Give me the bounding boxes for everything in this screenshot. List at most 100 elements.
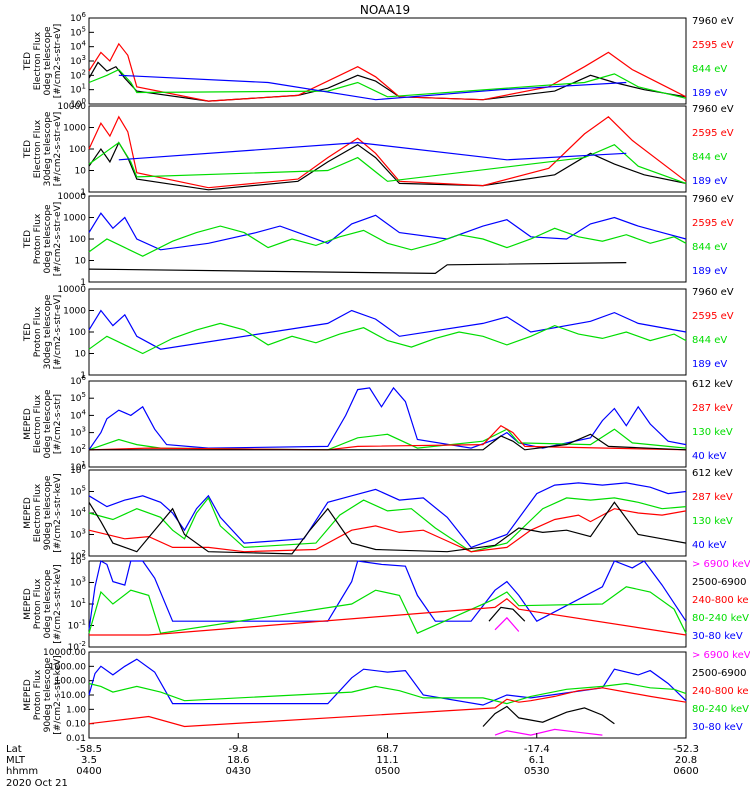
footer-date: 2020 Oct 21 [6, 778, 68, 789]
y-tick-base: 10 [70, 86, 82, 96]
y-tick-label: 10 [75, 167, 87, 177]
panel-3: 1 10 100 1000 10000 TED Proton Flux 0deg telesc… [23, 192, 734, 288]
legend-entry: 2500-6900 [692, 577, 747, 588]
y-axis-label-line: [#/cm2-s-str-keV] [53, 655, 63, 734]
y-tick-label: 100 [69, 145, 86, 155]
series-line [88, 508, 687, 553]
series-line [88, 501, 687, 555]
y-tick-label: 1 [80, 371, 86, 381]
y-tick-label: 10-2 [68, 640, 86, 653]
series-line [88, 496, 687, 553]
legend-entry: 40 keV [692, 451, 726, 462]
y-tick-label: 1 [80, 188, 86, 198]
footer-hhmm: 0500 [375, 766, 400, 777]
y-tick-exponent: 4 [82, 408, 87, 416]
y-axis-label-line: [#/cm2-s-str-eV] [53, 24, 63, 99]
y-tick-label: 103 [70, 576, 86, 589]
y-tick-exponent: 2 [82, 549, 86, 557]
y-tick-label: 104 [70, 506, 86, 519]
footer-hhmm: 0400 [76, 766, 101, 777]
y-axis-label-line: [#/cm2-s-str-eV] [53, 202, 63, 277]
y-tick-label: 10-1 [68, 619, 86, 632]
y-tick-exponent: 5 [82, 554, 86, 562]
y-tick-label: 102 [70, 549, 86, 562]
legend-entry: 189 eV [692, 88, 727, 99]
series-line [88, 225, 687, 257]
y-tick-label: 1000.00 [49, 662, 86, 672]
series-line [88, 586, 687, 634]
y-axis-label-line: 0deg telescope [43, 204, 53, 274]
footer-hhmm: 0430 [226, 766, 251, 777]
y-tick-label: 104 [70, 408, 86, 421]
legend-entry: > 6900 keV [692, 650, 750, 661]
y-tick-label: 0.01 [66, 734, 86, 744]
y-axis-label-line: MEPED [23, 679, 33, 711]
y-axis-label-line: TED [23, 323, 33, 342]
y-tick-exponent: 2 [82, 68, 86, 76]
y-tick-base: 10 [70, 600, 82, 610]
y-tick-base: 10 [70, 552, 82, 562]
y-tick-base: 10 [70, 466, 82, 476]
y-tick-label: 106 [70, 463, 86, 476]
legend-entry: 612 keV [692, 379, 733, 390]
legend-entry: 30-80 keV [692, 722, 743, 733]
y-tick-base: 10000.00 [43, 648, 86, 658]
y-tick-exponent: 4 [82, 40, 87, 48]
series-line [88, 141, 687, 184]
y-tick-base: 10000 [57, 102, 86, 112]
y-tick-base: 10 [70, 509, 82, 519]
y-tick-base: 1 [80, 278, 86, 288]
y-axis-label-line: MEPED [23, 588, 33, 620]
y-tick-base: 10 [70, 28, 82, 38]
y-tick-label: 101 [70, 460, 86, 473]
y-tick-exponent: 1 [82, 83, 86, 91]
y-tick-exponent: 1 [82, 460, 86, 468]
legend-entry: 189 eV [692, 359, 727, 370]
panel-frame [88, 288, 687, 376]
y-tick-label: 101 [70, 597, 86, 610]
y-tick-base: 0.01 [66, 734, 86, 744]
legend-entry: 287 keV [692, 492, 733, 503]
y-tick-base: 10 [70, 394, 82, 404]
y-tick-base: 1 [80, 188, 86, 198]
y-tick-label: 103 [70, 528, 86, 541]
y-tick-label: 10000.00 [43, 648, 86, 658]
y-axis-label-line: 0deg telescope [43, 389, 53, 459]
chart-title: NOAA19 [360, 3, 410, 17]
footer-hhmm: 0530 [524, 766, 549, 777]
y-tick-base: 10 [70, 14, 82, 24]
legend-entry: 287 keV [692, 403, 733, 414]
series-line [488, 606, 526, 622]
series-line [88, 482, 687, 549]
y-axis-label-line: [#/cm2-s-str] [53, 394, 63, 454]
y-axis-label-line: TED [23, 52, 33, 71]
y-tick-exponent: 3 [82, 528, 86, 536]
y-axis-label-line: Electron Flux [33, 483, 43, 542]
footer-mlt: 6.1 [529, 755, 545, 766]
y-tick-label: 103 [70, 54, 86, 67]
legend-entry: 844 eV [692, 242, 727, 253]
y-tick-label: 101 [70, 83, 86, 96]
series-line [88, 428, 687, 451]
footer-label-mlt: MLT [6, 755, 26, 766]
footer-mlt: 11.1 [376, 755, 398, 766]
y-tick-exponent: 5 [82, 485, 86, 493]
y-tick-label: 103 [70, 426, 86, 439]
y-tick-label: 105 [70, 485, 86, 498]
y-tick-label: 1.00 [66, 705, 86, 715]
footer-lat: -17.4 [524, 744, 550, 755]
panel-2: 1 10 100 1000 10000 TED Electron Flux 30deg tel… [23, 102, 734, 198]
series-line [88, 212, 687, 251]
footer-hhmm: 0600 [673, 766, 698, 777]
y-tick-base: 1000.00 [49, 662, 86, 672]
y-tick-label: 102 [70, 443, 86, 456]
legend-entry: 844 eV [692, 152, 727, 163]
y-axis-label-line: 0deg telescope [43, 569, 53, 639]
series-line [88, 386, 687, 451]
y-tick-exponent: 1 [82, 597, 86, 605]
legend-entry: 30-80 keV [692, 631, 743, 642]
y-tick-base: 10 [70, 463, 82, 473]
